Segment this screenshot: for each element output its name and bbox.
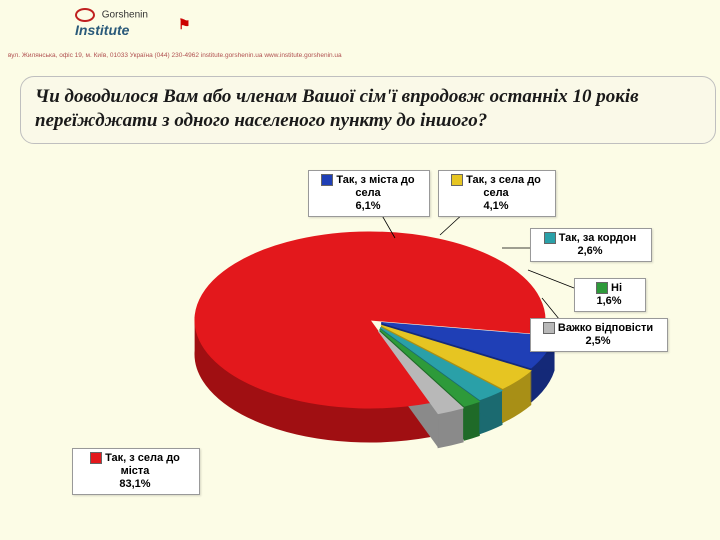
legend-swatch xyxy=(543,322,555,334)
legend-text: Так, з села досела4,1% xyxy=(466,174,541,212)
logo-block: Gorshenin Institute xyxy=(75,8,148,38)
legend-text: Так, з міста досела6,1% xyxy=(336,174,414,212)
flag-icon: ⚑ xyxy=(178,16,191,33)
legend-swatch xyxy=(544,232,556,244)
legend-swatch xyxy=(321,174,333,186)
legend-item: Так, за кордон2,6% xyxy=(530,228,652,262)
legend-text: Важко відповісти2,5% xyxy=(558,322,653,347)
pie-chart-3d: Так, з села доміста83,1% Так, з міста дос… xyxy=(40,170,680,530)
logo-line2: Institute xyxy=(75,22,129,38)
legend-item: Так, з міста досела6,1% xyxy=(308,170,430,217)
legend-item: Важко відповісти2,5% xyxy=(530,318,668,352)
question-title: Чи доводилося Вам або членам Вашої сім'ї… xyxy=(20,76,716,144)
logo-eye-icon xyxy=(75,8,95,22)
legend-swatch xyxy=(90,452,102,464)
legend-swatch xyxy=(596,282,608,294)
logo-address: вул. Жилянська, офіс 19, м. Київ, 01033 … xyxy=(8,52,342,59)
legend-text: Так, за кордон2,6% xyxy=(559,232,637,257)
legend-item: Так, з села досела4,1% xyxy=(438,170,556,217)
legend-swatch xyxy=(451,174,463,186)
legend-item: Ні1,6% xyxy=(574,278,646,312)
legend-text: Так, з села доміста83,1% xyxy=(105,452,180,490)
legend-item: Так, з села доміста83,1% xyxy=(72,448,200,495)
logo-line1: Gorshenin xyxy=(102,10,148,21)
